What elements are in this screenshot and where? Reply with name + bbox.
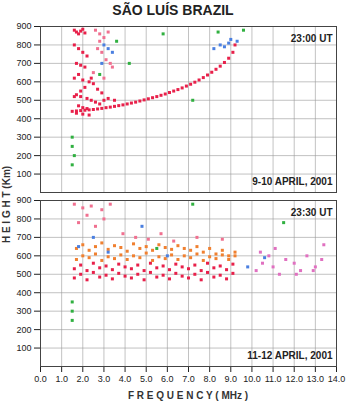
svg-text:8.0: 8.0 — [203, 374, 216, 384]
svg-text:700: 700 — [16, 58, 31, 68]
svg-text:900: 900 — [16, 196, 31, 205]
svg-text:12.0: 12.0 — [285, 374, 303, 384]
svg-text:0.0: 0.0 — [34, 374, 47, 384]
svg-text:500: 500 — [16, 269, 31, 279]
svg-text:300: 300 — [16, 132, 31, 142]
svg-text:14.0: 14.0 — [328, 374, 346, 384]
svg-text:11.0: 11.0 — [265, 374, 282, 384]
svg-text:600: 600 — [16, 251, 31, 261]
svg-text:600: 600 — [16, 77, 31, 87]
svg-text:400: 400 — [16, 114, 31, 124]
svg-text:200: 200 — [16, 150, 31, 160]
svg-text:800: 800 — [16, 40, 31, 50]
svg-text:200: 200 — [16, 324, 31, 334]
svg-text:500: 500 — [16, 95, 31, 105]
svg-text:2.0: 2.0 — [77, 374, 90, 384]
svg-text:800: 800 — [16, 214, 31, 224]
svg-text:1.0: 1.0 — [55, 374, 68, 384]
svg-text:400: 400 — [16, 288, 31, 298]
svg-text:700: 700 — [16, 232, 31, 242]
svg-text:11-12 APRIL, 2001: 11-12 APRIL, 2001 — [247, 350, 333, 361]
svg-text:100: 100 — [16, 169, 31, 179]
svg-text:5.0: 5.0 — [140, 374, 153, 384]
svg-text:23:00 UT: 23:00 UT — [291, 33, 333, 44]
svg-text:3.0: 3.0 — [98, 374, 111, 384]
svg-text:10.0: 10.0 — [243, 374, 261, 384]
svg-text:6.0: 6.0 — [161, 374, 174, 384]
svg-text:100: 100 — [16, 343, 31, 353]
svg-text:7.0: 7.0 — [182, 374, 195, 384]
svg-text:9-10 APRIL, 2001: 9-10 APRIL, 2001 — [252, 176, 333, 187]
svg-text:9.0: 9.0 — [225, 374, 238, 384]
html-text:SÃO LUÍS BRAZIL: SÃO LUÍS BRAZIL — [112, 2, 234, 18]
svg-text:13.0: 13.0 — [307, 374, 325, 384]
svg-text:23:30 UT: 23:30 UT — [291, 207, 333, 218]
html-text:H E I G H T (Km): H E I G H T (Km) — [1, 165, 13, 243]
svg-text:900: 900 — [16, 21, 31, 31]
html-text:F R E Q U E N C Y ( MHz ): F R E Q U E N C Y ( MHz ) — [127, 390, 249, 401]
svg-text:4.0: 4.0 — [119, 374, 132, 384]
svg-text:300: 300 — [16, 306, 31, 316]
